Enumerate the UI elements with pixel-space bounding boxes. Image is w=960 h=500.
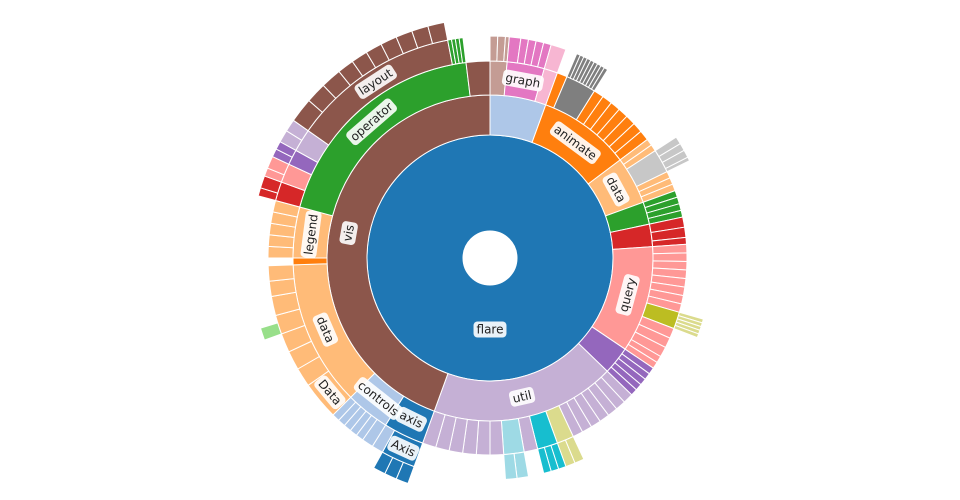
label: flare — [473, 321, 507, 338]
label-bg — [353, 377, 403, 420]
segment-label: graph — [504, 70, 541, 90]
label: util — [508, 387, 536, 407]
label: legend — [300, 210, 322, 259]
label-bg — [314, 375, 346, 410]
label-bg — [549, 121, 601, 164]
arc — [366, 134, 614, 382]
arc — [465, 60, 491, 97]
label-bg — [339, 221, 358, 246]
arc — [259, 322, 283, 341]
label-bg — [312, 312, 339, 347]
label-bg — [354, 64, 397, 99]
arcs — [257, 21, 705, 485]
arc — [267, 245, 294, 259]
label-bg — [508, 387, 536, 407]
segment-label: vis — [340, 224, 357, 243]
label-bg — [501, 69, 544, 92]
label-bg — [387, 435, 420, 461]
arc — [267, 264, 295, 282]
label-bg — [300, 210, 322, 259]
segment-label: legend — [301, 213, 320, 255]
label: query — [615, 274, 640, 316]
arc — [489, 420, 505, 456]
label-bg — [346, 98, 397, 146]
label-bg — [473, 321, 507, 338]
arc — [292, 257, 328, 266]
segment-label: util — [511, 388, 533, 406]
segment-label: flare — [477, 323, 504, 337]
label-bg — [395, 406, 427, 432]
label-bg — [602, 172, 630, 207]
arc — [652, 252, 688, 262]
label-bg — [615, 274, 640, 316]
label: vis — [339, 221, 358, 246]
label: graph — [501, 69, 544, 92]
